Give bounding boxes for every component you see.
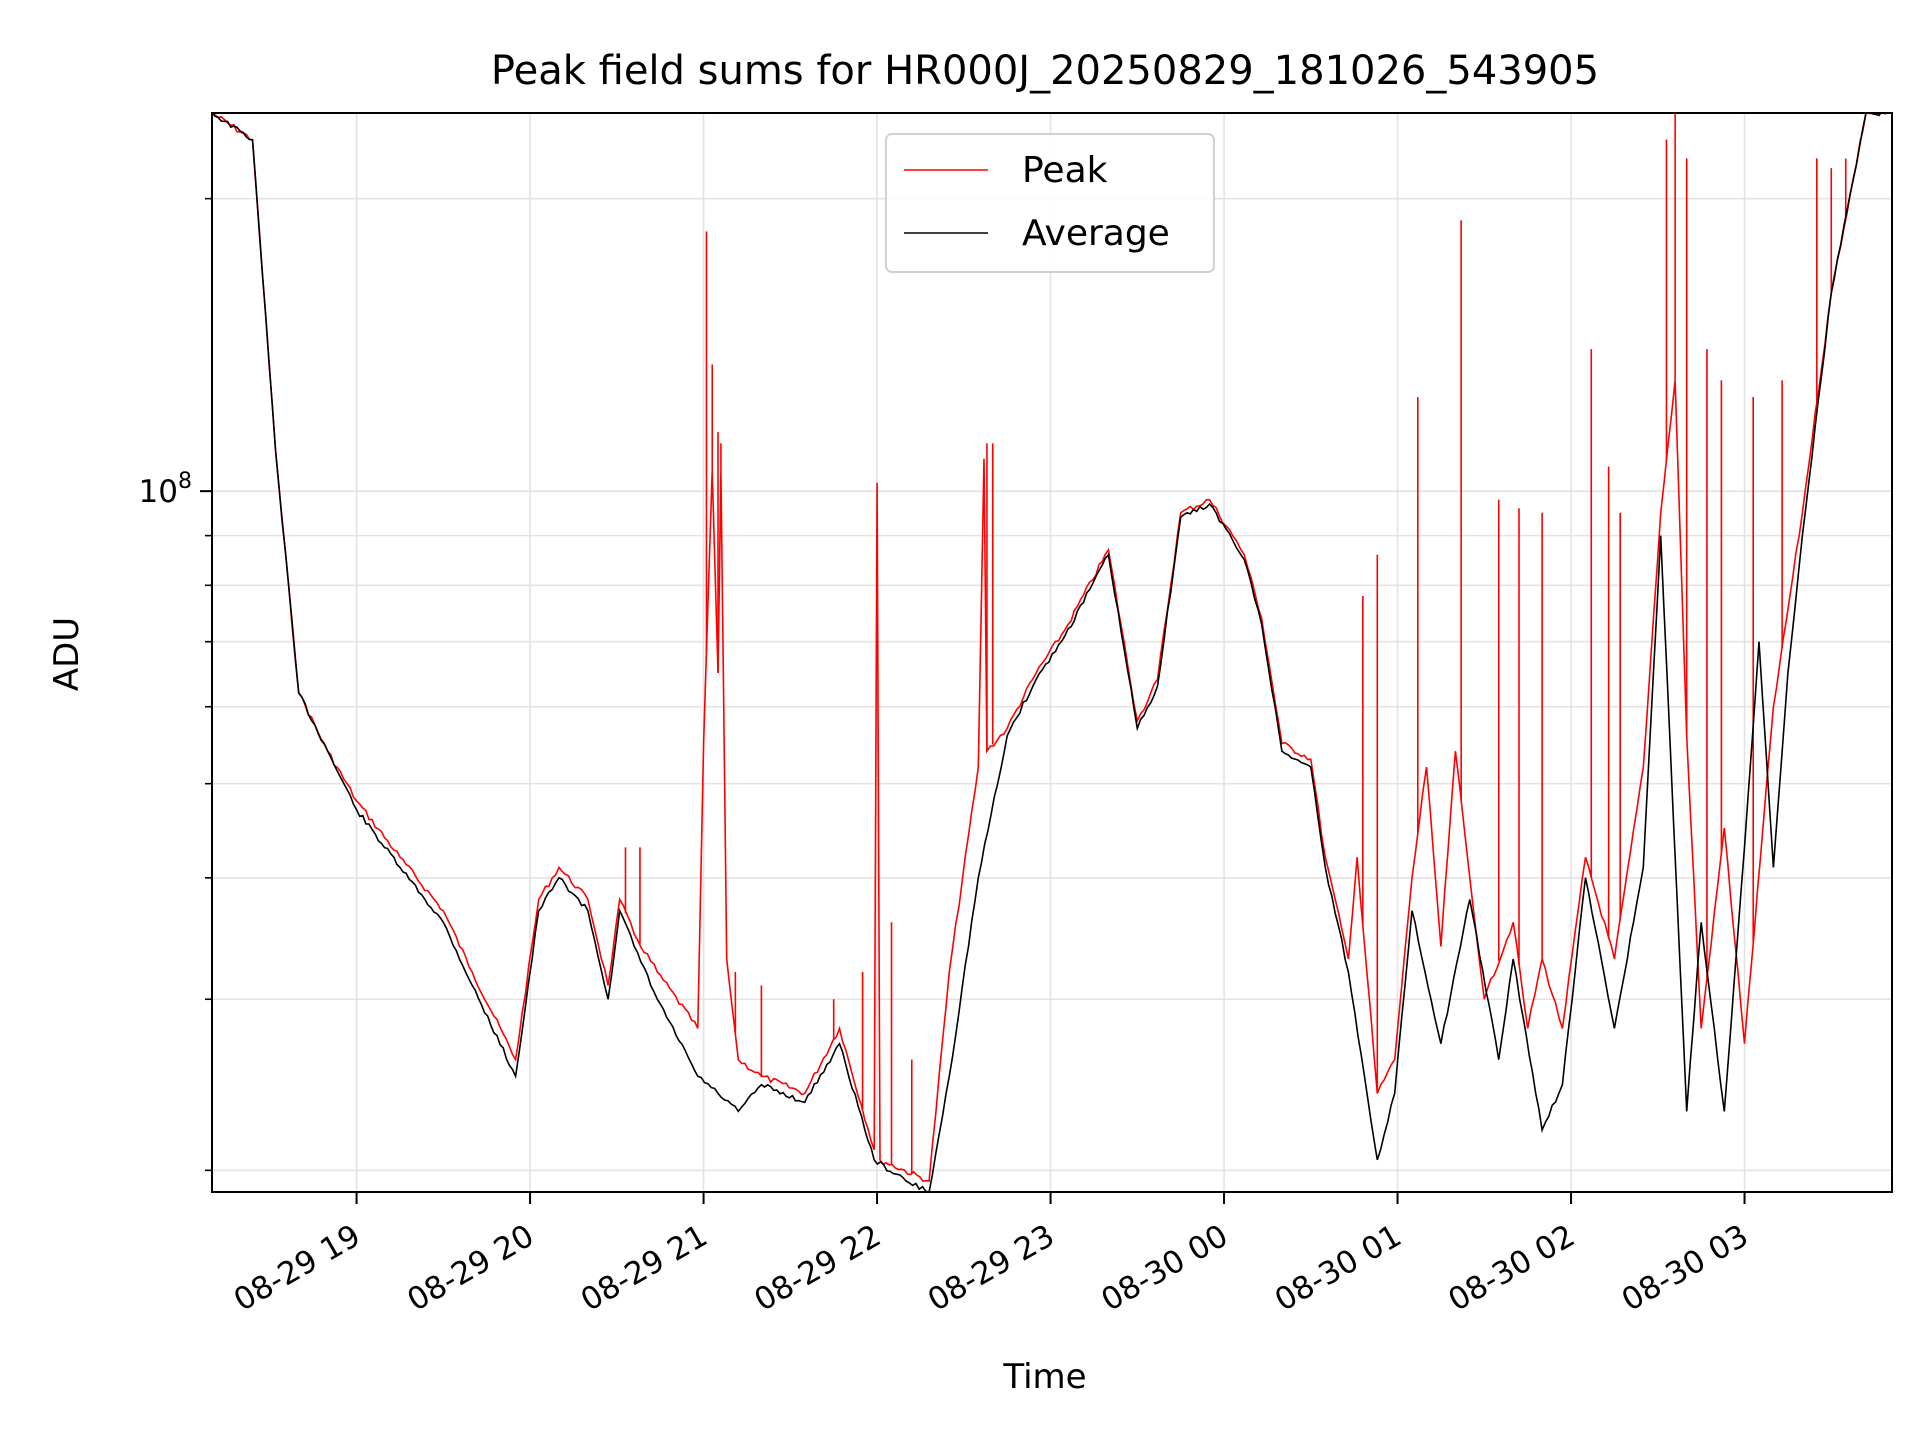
axes-frame [211, 112, 1893, 1193]
series-average-line [212, 113, 1892, 1192]
grid-lines [212, 113, 1892, 1192]
x-axis-label: Time [1002, 1357, 1086, 1397]
legend: Peak Average [885, 133, 1215, 273]
y-tick-label-base: 10 [139, 474, 178, 510]
plot-area [212, 113, 1892, 1192]
y-tick-label-exponent: 8 [178, 469, 192, 494]
chart-title: Peak field sums for HR000J_20250829_1810… [491, 48, 1599, 94]
y-axis-label: ADU [47, 617, 87, 691]
series-peak-line [212, 113, 1892, 1183]
legend-average-label: Average [1022, 213, 1170, 254]
y-tick-label: 108 [139, 469, 192, 510]
legend-box [885, 133, 1215, 273]
legend-peak-label: Peak [1022, 150, 1108, 191]
